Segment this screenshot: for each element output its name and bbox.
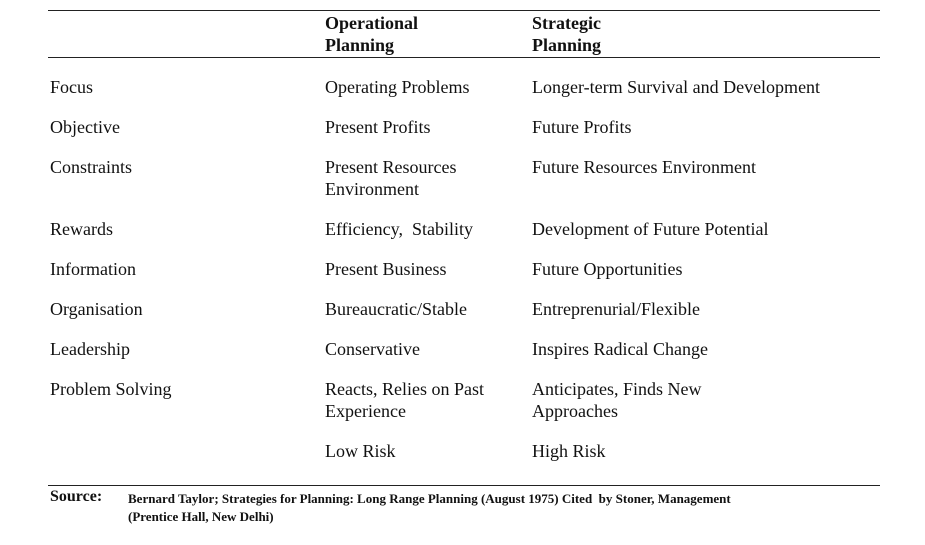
table-cell: Longer-term Survival and Development xyxy=(532,77,821,97)
table-cell: Organisation xyxy=(50,299,143,319)
table-cell: Information xyxy=(50,259,136,279)
table-cell: Leadership xyxy=(50,339,130,359)
table-cell: Present Resources xyxy=(325,157,457,177)
table-cell: Anticipates, Finds New xyxy=(532,379,702,399)
table-cell: Efficiency, Stability xyxy=(325,219,473,239)
table-cell: Approaches xyxy=(532,401,618,421)
table-cell: Bureaucratic/Stable xyxy=(325,299,467,319)
top-rule xyxy=(48,10,880,11)
header-cell: Planning xyxy=(325,35,395,55)
table-cell: Development of Future Potential xyxy=(532,219,769,239)
header-cell: Operational xyxy=(325,13,418,33)
table-cell: Present Business xyxy=(325,259,447,279)
table-cell: Constraints xyxy=(50,157,133,177)
table-cell: Inspires Radical Change xyxy=(532,339,708,359)
table-cell: Future Opportunities xyxy=(532,259,683,279)
table-cell: Focus xyxy=(50,77,94,97)
table-cell: Rewards xyxy=(50,219,113,239)
table-cell: Objective xyxy=(50,117,120,137)
source-label: Source: xyxy=(50,488,103,505)
table-cell: Conservative xyxy=(325,339,420,359)
table-cell: Environment xyxy=(325,179,419,199)
header-cell: Strategic xyxy=(532,13,601,33)
table-cell: Future Profits xyxy=(532,117,632,137)
table-cell: Future Resources Environment xyxy=(532,157,756,177)
table-cell: Experience xyxy=(325,401,406,421)
table-cell: Reacts, Relies on Past xyxy=(325,379,484,399)
bottom-rule xyxy=(48,485,880,486)
source-text: (Prentice Hall, New Delhi) xyxy=(128,509,274,524)
table-cell: Problem Solving xyxy=(50,379,172,399)
table-cell: Present Profits xyxy=(325,117,431,137)
source-text: Bernard Taylor; Strategies for Planning:… xyxy=(128,491,731,506)
header-rule xyxy=(48,57,880,58)
table-cell: Low Risk xyxy=(325,441,396,461)
table-cell: Operating Problems xyxy=(325,77,470,97)
table-cell: High Risk xyxy=(532,441,606,461)
table-cell: Entreprenurial/Flexible xyxy=(532,299,700,319)
header-cell: Planning xyxy=(532,35,602,55)
